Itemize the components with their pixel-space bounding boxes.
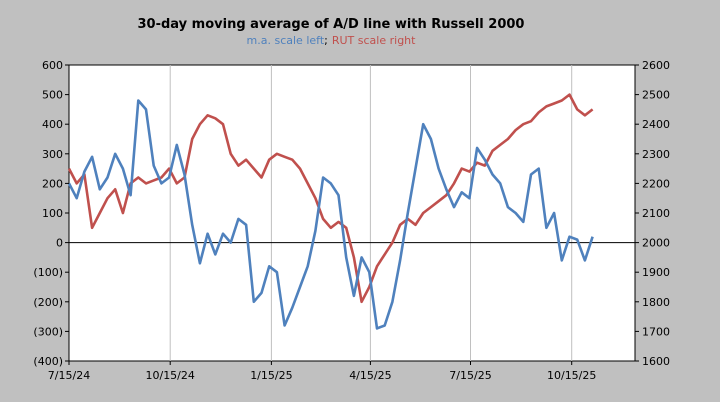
- vertical-grid: [169, 65, 573, 361]
- right-tick-label: 2400: [642, 118, 670, 131]
- x-tick-label: 1/15/25: [250, 369, 292, 382]
- left-tick-label: 300: [42, 148, 63, 161]
- subtitle-ma-label: m.a. scale left: [247, 34, 325, 47]
- right-axis: 2600 2500 2400 2300 2200 2100 2000 1900 1800 1700…: [635, 59, 670, 368]
- subtitle-rut-label: RUT scale right: [332, 34, 416, 47]
- right-tick-label: 1800: [642, 296, 670, 309]
- x-tick-label: 4/15/25: [349, 369, 391, 382]
- left-tick-label: 600: [42, 59, 63, 72]
- chart-title: 30-day moving average of A/D line with R…: [138, 17, 525, 32]
- right-tick-label: 2200: [642, 177, 670, 190]
- right-tick-label: 2500: [642, 89, 670, 102]
- subtitle-separator: ;: [324, 34, 328, 47]
- left-tick-label: 0: [56, 237, 63, 250]
- right-tick-label: 2100: [642, 207, 670, 220]
- x-tick-label: 7/15/24: [48, 369, 90, 382]
- x-tick-label: 10/15/25: [547, 369, 596, 382]
- x-axis: 7/15/24 10/15/24 1/15/25 4/15/25 7/15/25 10/1…: [48, 361, 596, 382]
- plot-area: [68, 64, 636, 362]
- left-tick-label: 100: [42, 207, 63, 220]
- right-tick-label: 2000: [642, 237, 670, 250]
- right-tick-label: 1600: [642, 355, 670, 368]
- left-axis: 600 500 400 300 200 100 0 (100) (200) (300) (400): [33, 59, 69, 368]
- chart-subtitle: m.a. scale left; RUT scale right: [247, 34, 417, 47]
- right-tick-label: 2600: [642, 59, 670, 72]
- series-line-rut: [67, 93, 594, 304]
- right-tick-label: 2300: [642, 148, 670, 161]
- series-line-ma: [67, 99, 594, 330]
- series-layer: [67, 93, 594, 330]
- right-tick-label: 1900: [642, 266, 670, 279]
- x-tick-label: 10/15/24: [145, 369, 194, 382]
- left-tick-label: (400): [33, 355, 63, 368]
- left-tick-label: 400: [42, 118, 63, 131]
- left-tick-label: 200: [42, 177, 63, 190]
- left-tick-label: (100): [33, 266, 63, 279]
- left-tick-label: (300): [33, 325, 63, 338]
- right-tick-label: 1700: [642, 325, 670, 338]
- left-tick-label: 500: [42, 89, 63, 102]
- left-tick-label: (200): [33, 296, 63, 309]
- x-tick-label: 7/15/25: [449, 369, 491, 382]
